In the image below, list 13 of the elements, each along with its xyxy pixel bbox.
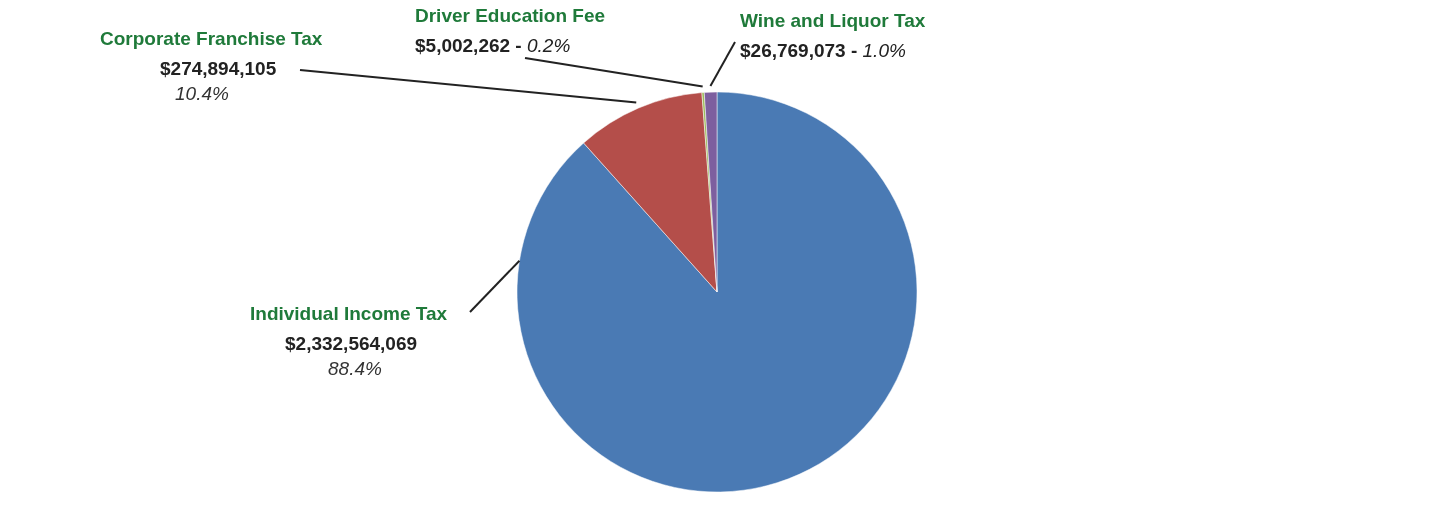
text: 0.2% [526,35,571,56]
text: 10.4% [175,83,229,104]
slice-label: Corporate Franchise Tax [100,28,323,49]
slice-label: Individual Income Tax [250,303,448,324]
data-label: $274,894,105 [160,58,277,79]
data-label: $2,332,564,069 [285,333,418,354]
text: 88.4% [328,358,382,379]
text: 1.0% [862,40,906,61]
data-label: $26,769,073 - [740,40,863,61]
pie-slice [517,91,918,493]
slice-label: Wine and Liquor Tax [740,10,926,31]
slice-label: Driver Education Fee [415,5,606,26]
data-label: $5,002,262 - [415,35,527,56]
